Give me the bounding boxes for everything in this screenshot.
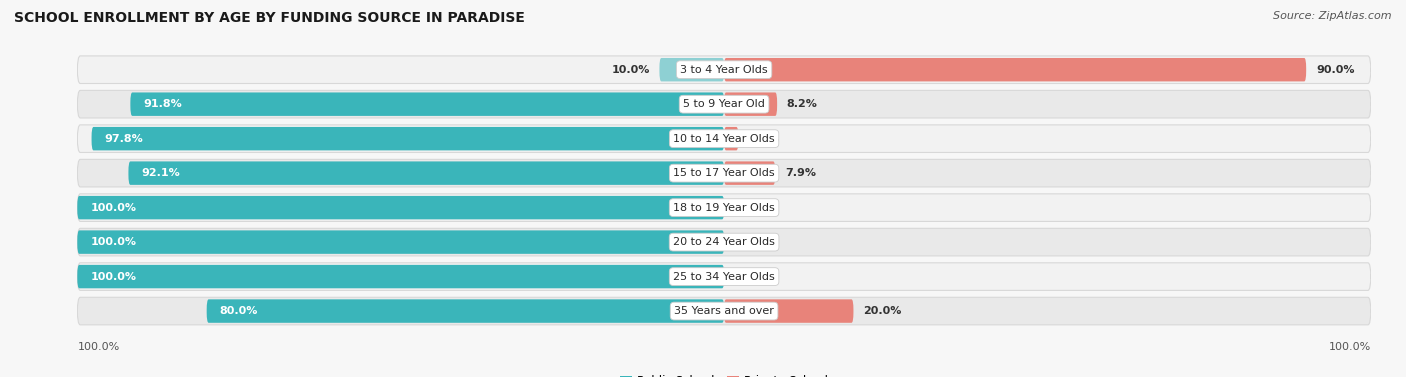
FancyBboxPatch shape <box>77 90 1371 118</box>
Text: 20 to 24 Year Olds: 20 to 24 Year Olds <box>673 237 775 247</box>
FancyBboxPatch shape <box>77 228 1371 256</box>
Text: 92.1%: 92.1% <box>142 168 180 178</box>
FancyBboxPatch shape <box>659 58 724 81</box>
FancyBboxPatch shape <box>77 263 1371 290</box>
Text: 0.0%: 0.0% <box>734 237 765 247</box>
Text: 80.0%: 80.0% <box>219 306 257 316</box>
FancyBboxPatch shape <box>77 196 724 219</box>
Text: 100.0%: 100.0% <box>1329 342 1371 352</box>
Text: 20.0%: 20.0% <box>863 306 901 316</box>
Text: 5 to 9 Year Old: 5 to 9 Year Old <box>683 99 765 109</box>
FancyBboxPatch shape <box>724 161 775 185</box>
FancyBboxPatch shape <box>77 159 1371 187</box>
Text: 15 to 17 Year Olds: 15 to 17 Year Olds <box>673 168 775 178</box>
FancyBboxPatch shape <box>77 265 724 288</box>
Text: 0.0%: 0.0% <box>734 202 765 213</box>
Text: 0.0%: 0.0% <box>734 271 765 282</box>
FancyBboxPatch shape <box>724 92 778 116</box>
Text: 35 Years and over: 35 Years and over <box>673 306 775 316</box>
FancyBboxPatch shape <box>77 297 1371 325</box>
FancyBboxPatch shape <box>724 299 853 323</box>
FancyBboxPatch shape <box>91 127 724 150</box>
Text: 100.0%: 100.0% <box>90 271 136 282</box>
FancyBboxPatch shape <box>128 161 724 185</box>
Text: 2.2%: 2.2% <box>748 134 779 144</box>
Text: 10.0%: 10.0% <box>612 65 650 75</box>
Text: 10 to 14 Year Olds: 10 to 14 Year Olds <box>673 134 775 144</box>
Text: 100.0%: 100.0% <box>90 202 136 213</box>
Legend: Public School, Private School: Public School, Private School <box>620 375 828 377</box>
Text: 97.8%: 97.8% <box>104 134 143 144</box>
FancyBboxPatch shape <box>77 230 724 254</box>
FancyBboxPatch shape <box>207 299 724 323</box>
Text: SCHOOL ENROLLMENT BY AGE BY FUNDING SOURCE IN PARADISE: SCHOOL ENROLLMENT BY AGE BY FUNDING SOUR… <box>14 11 524 25</box>
Text: 90.0%: 90.0% <box>1316 65 1354 75</box>
Text: Source: ZipAtlas.com: Source: ZipAtlas.com <box>1274 11 1392 21</box>
FancyBboxPatch shape <box>77 56 1371 83</box>
FancyBboxPatch shape <box>724 58 1306 81</box>
Text: 100.0%: 100.0% <box>90 237 136 247</box>
Text: 3 to 4 Year Olds: 3 to 4 Year Olds <box>681 65 768 75</box>
FancyBboxPatch shape <box>131 92 724 116</box>
Text: 91.8%: 91.8% <box>143 99 181 109</box>
FancyBboxPatch shape <box>724 127 738 150</box>
Text: 100.0%: 100.0% <box>77 342 120 352</box>
FancyBboxPatch shape <box>77 125 1371 152</box>
FancyBboxPatch shape <box>77 194 1371 221</box>
Text: 8.2%: 8.2% <box>787 99 818 109</box>
Text: 25 to 34 Year Olds: 25 to 34 Year Olds <box>673 271 775 282</box>
Text: 18 to 19 Year Olds: 18 to 19 Year Olds <box>673 202 775 213</box>
Text: 7.9%: 7.9% <box>785 168 815 178</box>
